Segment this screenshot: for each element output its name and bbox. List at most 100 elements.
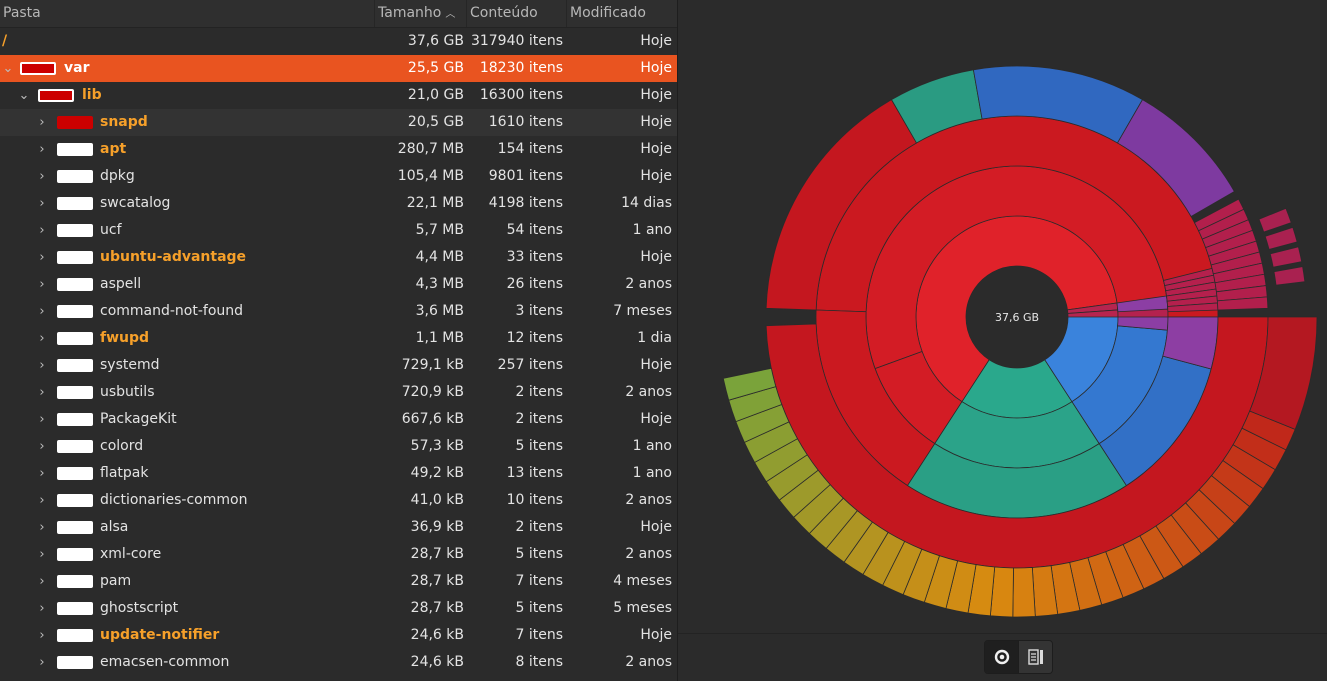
folder-contents: 5 itens [515, 438, 563, 454]
chevron-right-icon[interactable]: › [39, 385, 45, 400]
usage-bar [57, 440, 93, 453]
table-row[interactable]: ⌄ var 25,5 GB 18230 itens Hoje [0, 55, 677, 82]
folder-name: lib [82, 87, 102, 103]
chevron-right-icon[interactable]: › [39, 331, 45, 346]
folder-modified: Hoje [640, 60, 672, 76]
table-row[interactable]: › fwupd 1,1 MB 12 itens 1 dia [0, 325, 677, 352]
ring-segment[interactable] [1273, 266, 1306, 286]
table-row[interactable]: › systemd 729,1 kB 257 itens Hoje [0, 352, 677, 379]
treemap-chart-button[interactable] [1018, 641, 1052, 673]
chevron-right-icon[interactable]: › [39, 493, 45, 508]
folder-contents: 12 itens [506, 330, 563, 346]
folder-size: 5,7 MB [415, 222, 464, 238]
folder-name: flatpak [100, 465, 149, 481]
table-row[interactable]: › ubuntu-advantage 4,4 MB 33 itens Hoje [0, 244, 677, 271]
chevron-up-icon: ︿ [445, 9, 456, 20]
folder-size: 22,1 MB [406, 195, 464, 211]
chevron-right-icon[interactable]: › [39, 601, 45, 616]
table-row[interactable]: › ucf 5,7 MB 54 itens 1 ano [0, 217, 677, 244]
chart-center-label: 37,6 GB [995, 311, 1039, 324]
table-row[interactable]: › alsa 36,9 kB 2 itens Hoje [0, 514, 677, 541]
ring-segment[interactable] [1216, 296, 1269, 311]
ring-segment[interactable] [1264, 226, 1298, 250]
chart-pane: 37,6 GB [678, 0, 1327, 681]
folder-name: alsa [100, 519, 129, 535]
table-row[interactable]: › PackageKit 667,6 kB 2 itens Hoje [0, 406, 677, 433]
folder-name: usbutils [100, 384, 155, 400]
table-row[interactable]: › colord 57,3 kB 5 itens 1 ano [0, 433, 677, 460]
folder-modified: 2 anos [625, 276, 672, 292]
ring-segment[interactable] [722, 367, 777, 401]
chevron-right-icon[interactable]: › [39, 250, 45, 265]
folder-name: update-notifier [100, 627, 220, 643]
table-row[interactable]: › aspell 4,3 MB 26 itens 2 anos [0, 271, 677, 298]
chevron-right-icon[interactable]: › [39, 358, 45, 373]
table-row[interactable]: › xml-core 28,7 kB 5 itens 2 anos [0, 541, 677, 568]
folder-size: 720,9 kB [401, 384, 464, 400]
usage-bar [57, 332, 93, 345]
chevron-right-icon[interactable]: › [39, 169, 45, 184]
chevron-right-icon[interactable]: › [39, 439, 45, 454]
table-row[interactable]: › update-notifier 24,6 kB 7 itens Hoje [0, 622, 677, 649]
chevron-down-icon[interactable]: ⌄ [18, 88, 30, 103]
folder-size: 24,6 kB [410, 654, 464, 670]
chevron-right-icon[interactable]: › [39, 628, 45, 643]
column-header-folder[interactable]: Pasta [0, 0, 375, 27]
table-row[interactable]: › emacsen-common 24,6 kB 8 itens 2 anos [0, 649, 677, 676]
chevron-right-icon[interactable]: › [39, 142, 45, 157]
ring-segment[interactable] [1116, 99, 1235, 218]
table-row[interactable]: › command-not-found 3,6 MB 3 itens 7 meses [0, 298, 677, 325]
chart-center[interactable] [966, 266, 1068, 368]
table-row[interactable]: › flatpak 49,2 kB 13 itens 1 ano [0, 460, 677, 487]
table-row[interactable]: › swcatalog 22,1 MB 4198 itens 14 dias [0, 190, 677, 217]
table-row[interactable]: › apt 280,7 MB 154 itens Hoje [0, 136, 677, 163]
chevron-right-icon[interactable]: › [39, 412, 45, 427]
folder-contents: 54 itens [506, 222, 563, 238]
folder-tree-pane: Pasta Tamanho ︿ Conteúdo Modificado / 37,… [0, 0, 678, 681]
ring-chart-svg[interactable]: 37,6 GB [678, 0, 1327, 633]
ring-chart-button[interactable] [985, 641, 1018, 673]
column-header-size[interactable]: Tamanho ︿ [375, 0, 467, 27]
column-header-modified[interactable]: Modificado [570, 5, 646, 21]
ring-segment[interactable] [1258, 207, 1292, 233]
chevron-right-icon[interactable]: › [39, 574, 45, 589]
view-switcher [984, 640, 1053, 674]
chevron-right-icon[interactable]: › [39, 223, 45, 238]
folder-modified: 2 anos [625, 654, 672, 670]
folder-size: 280,7 MB [397, 141, 464, 157]
folder-name: ghostscript [100, 600, 179, 616]
ring-segment[interactable] [1249, 316, 1318, 430]
table-row[interactable]: › pam 28,7 kB 7 itens 4 meses [0, 568, 677, 595]
chevron-right-icon[interactable]: › [39, 115, 45, 130]
folder-name: apt [100, 141, 127, 157]
column-header: Pasta Tamanho ︿ Conteúdo Modificado [0, 0, 677, 28]
usage-bar [57, 629, 93, 642]
ring-segment[interactable] [1269, 246, 1303, 268]
column-header-contents[interactable]: Conteúdo [467, 0, 567, 27]
chevron-right-icon[interactable]: › [39, 655, 45, 670]
table-row[interactable]: › usbutils 720,9 kB 2 itens 2 anos [0, 379, 677, 406]
usage-bar [57, 386, 93, 399]
folder-size: 1,1 MB [415, 330, 464, 346]
folder-name: snapd [100, 114, 148, 130]
chevron-right-icon[interactable]: › [39, 304, 45, 319]
folder-contents: 16300 itens [479, 87, 563, 103]
folder-contents: 3 itens [515, 303, 563, 319]
table-row[interactable]: ⌄ lib 21,0 GB 16300 itens Hoje [0, 82, 677, 109]
table-row[interactable]: › ghostscript 28,7 kB 5 itens 5 meses [0, 595, 677, 622]
table-row[interactable]: / 37,6 GB 317940 itens Hoje [0, 28, 677, 55]
ring-chart[interactable]: 37,6 GB [678, 0, 1327, 634]
chevron-right-icon[interactable]: › [39, 520, 45, 535]
chevron-right-icon[interactable]: › [39, 547, 45, 562]
table-row[interactable]: › dictionaries-common 41,0 kB 10 itens 2 ano… [0, 487, 677, 514]
chevron-right-icon[interactable]: › [39, 277, 45, 292]
chevron-down-icon[interactable]: ⌄ [2, 61, 14, 76]
table-row[interactable]: › dpkg 105,4 MB 9801 itens Hoje [0, 163, 677, 190]
folder-size: 24,6 kB [410, 627, 464, 643]
ring-segment[interactable] [1012, 567, 1036, 618]
folder-modified: Hoje [640, 168, 672, 184]
chevron-right-icon[interactable]: › [39, 196, 45, 211]
table-row[interactable]: › snapd 20,5 GB 1610 itens Hoje [0, 109, 677, 136]
chevron-right-icon[interactable]: › [39, 466, 45, 481]
usage-bar [57, 575, 93, 588]
